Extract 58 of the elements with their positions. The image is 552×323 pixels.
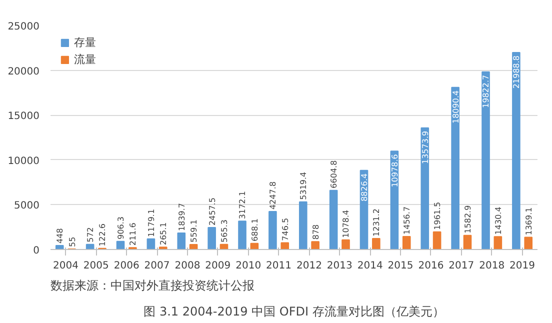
y-tick-label: 5000 — [14, 200, 40, 212]
data-label: 122.6 — [98, 223, 108, 246]
legend-label: 存量 — [74, 35, 96, 50]
x-tick-label: 2008 — [174, 260, 200, 272]
source-note: 数据来源：中国对外直接投资统计公报 — [50, 278, 254, 292]
data-label: 878 — [311, 224, 320, 240]
data-label: 1456.7 — [402, 206, 412, 234]
data-label: 448 — [56, 228, 65, 244]
data-label: 1961.5 — [433, 202, 442, 230]
data-label: 55 — [68, 236, 77, 248]
text: 图 3.1 2004-2019 中国 OFDI 存流量对比图（亿美元） — [144, 304, 444, 318]
data-label: 1078.4 — [342, 210, 351, 238]
data-label: 688.1 — [250, 218, 260, 242]
y-tick-label: 15000 — [8, 111, 40, 122]
data-label: 1231.2 — [372, 208, 382, 236]
data-label: 1369.1 — [524, 207, 534, 236]
x-tick-label: 2006 — [114, 260, 140, 272]
x-tick-label: 2015 — [388, 260, 414, 272]
x-tick-label: 2010 — [236, 260, 262, 272]
data-label: 1179.1 — [146, 208, 156, 237]
data-label: 572 — [86, 227, 96, 242]
x-tick-label: 2013 — [326, 260, 352, 272]
data-label: 5319.4 — [299, 172, 308, 200]
data-label: 746.5 — [280, 218, 290, 241]
data-label: 8826.4 — [360, 173, 370, 202]
x-tick-label: 2005 — [83, 260, 109, 272]
data-label: 1430.4 — [494, 206, 503, 235]
x-tick-label: 2009 — [205, 260, 231, 272]
y-tick-label: 10000 — [8, 156, 40, 167]
data-label: 18090.4 — [451, 90, 460, 124]
x-tick-label: 2017 — [448, 260, 474, 272]
data-label: 1839.7 — [177, 203, 186, 232]
x-tick-label: 2016 — [418, 260, 444, 272]
data-label: 10978.6 — [390, 154, 400, 188]
x-tick-label: 2004 — [52, 260, 78, 272]
data-label: 265.1 — [159, 222, 168, 246]
x-tick-label: 2012 — [296, 260, 322, 272]
data-label: 4247.8 — [268, 181, 278, 210]
data-label: 559.1 — [190, 220, 199, 242]
x-tick-label: 2019 — [510, 260, 536, 272]
data-label: 21988.8 — [512, 55, 522, 89]
data-label: 565.3 — [220, 220, 229, 242]
data-label: 1582.9 — [463, 205, 472, 234]
data-label: 13573.9 — [420, 130, 430, 164]
x-tick-label: 2007 — [144, 260, 170, 272]
data-label: 19822.7 — [482, 74, 491, 108]
y-tick-label: 0 — [33, 246, 40, 256]
data-label: 2457.5 — [208, 197, 217, 226]
x-tick-label: 2018 — [479, 260, 505, 272]
x-tick-label: 2011 — [266, 260, 292, 272]
y-tick-label: 25000 — [8, 22, 40, 32]
x-tick-label: 2014 — [357, 260, 383, 272]
legend-label: 流量 — [74, 52, 96, 67]
data-label: 3172.1 — [238, 191, 248, 220]
y-tick-label: 20000 — [8, 66, 40, 78]
data-label: 6604.8 — [330, 160, 339, 188]
data-label: 906.3 — [116, 216, 126, 240]
data-label: 211.6 — [128, 222, 138, 246]
